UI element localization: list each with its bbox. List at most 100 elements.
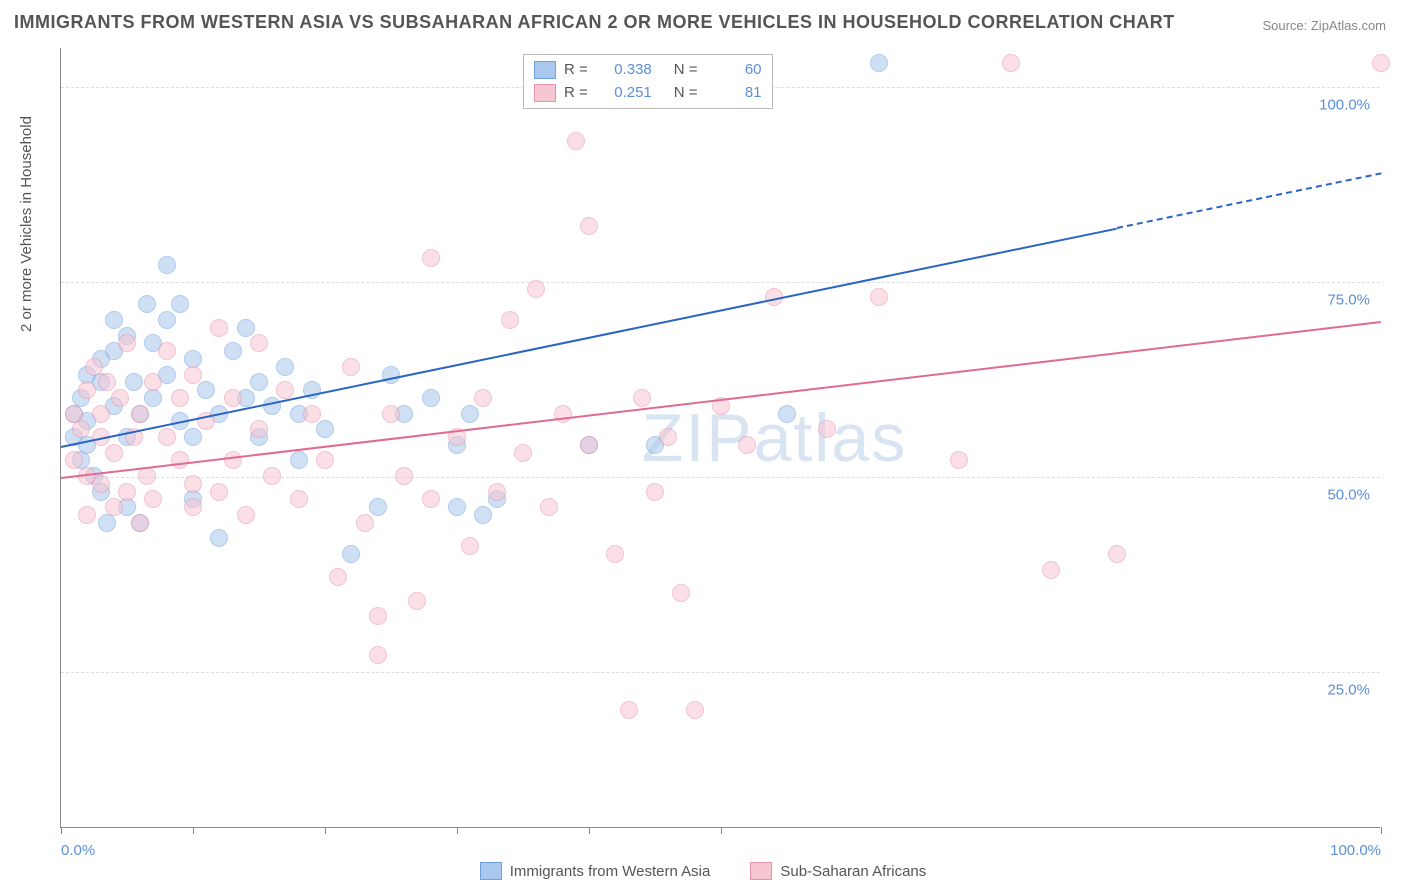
- legend-swatch: [480, 862, 502, 880]
- scatter-point: [870, 288, 888, 306]
- scatter-point: [395, 467, 413, 485]
- scatter-point: [125, 373, 143, 391]
- scatter-point: [250, 373, 268, 391]
- scatter-point: [620, 701, 638, 719]
- scatter-point: [237, 506, 255, 524]
- scatter-point: [65, 451, 83, 469]
- scatter-point: [118, 334, 136, 352]
- scatter-point: [171, 389, 189, 407]
- scatter-point: [316, 451, 334, 469]
- scatter-point: [118, 483, 136, 501]
- y-tick-label: 75.0%: [1327, 292, 1370, 309]
- scatter-point: [422, 490, 440, 508]
- scatter-point: [461, 405, 479, 423]
- source-attribution: Source: ZipAtlas.com: [1262, 18, 1386, 33]
- scatter-point: [197, 381, 215, 399]
- scatter-point: [1108, 545, 1126, 563]
- scatter-point: [111, 389, 129, 407]
- scatter-point: [158, 342, 176, 360]
- scatter-point: [527, 280, 545, 298]
- scatter-point: [105, 444, 123, 462]
- scatter-point: [646, 483, 664, 501]
- x-tick: [457, 827, 458, 834]
- x-tick: [325, 827, 326, 834]
- scatter-point: [461, 537, 479, 555]
- legend-n-value: 81: [706, 82, 762, 105]
- gridline: [61, 477, 1380, 478]
- scatter-point: [92, 475, 110, 493]
- scatter-point: [514, 444, 532, 462]
- scatter-point: [474, 389, 492, 407]
- scatter-point: [580, 436, 598, 454]
- scatter-point: [369, 498, 387, 516]
- scatter-point: [316, 420, 334, 438]
- legend-bottom: Immigrants from Western Asia Sub-Saharan …: [0, 862, 1406, 884]
- legend-n-value: 60: [706, 59, 762, 82]
- scatter-point: [950, 451, 968, 469]
- scatter-point: [488, 483, 506, 501]
- scatter-point: [474, 506, 492, 524]
- scatter-point: [448, 498, 466, 516]
- scatter-point: [276, 358, 294, 376]
- legend-r-label: R =: [564, 59, 588, 82]
- scatter-point: [224, 451, 242, 469]
- legend-r-value: 0.338: [596, 59, 652, 82]
- scatter-point: [329, 568, 347, 586]
- scatter-point: [184, 475, 202, 493]
- scatter-point: [85, 358, 103, 376]
- legend-label: Immigrants from Western Asia: [510, 863, 711, 880]
- scatter-point: [184, 366, 202, 384]
- scatter-point: [501, 311, 519, 329]
- x-tick: [1381, 827, 1382, 834]
- legend-item: Sub-Saharan Africans: [750, 862, 926, 880]
- scatter-point: [210, 529, 228, 547]
- plot-area: 25.0%50.0%75.0%100.0%0.0%100.0%ZIPatlasR…: [60, 48, 1380, 828]
- scatter-point: [276, 381, 294, 399]
- gridline: [61, 282, 1380, 283]
- watermark: ZIPatlas: [642, 399, 907, 477]
- scatter-point: [606, 545, 624, 563]
- y-tick-label: 50.0%: [1327, 487, 1370, 504]
- scatter-point: [633, 389, 651, 407]
- y-tick-label: 25.0%: [1327, 682, 1370, 699]
- x-tick: [589, 827, 590, 834]
- scatter-point: [237, 319, 255, 337]
- scatter-point: [224, 389, 242, 407]
- scatter-point: [158, 428, 176, 446]
- scatter-point: [72, 420, 90, 438]
- scatter-point: [78, 381, 96, 399]
- scatter-point: [131, 405, 149, 423]
- scatter-point: [738, 436, 756, 454]
- scatter-point: [303, 405, 321, 423]
- scatter-point: [224, 342, 242, 360]
- scatter-point: [144, 389, 162, 407]
- scatter-point: [210, 319, 228, 337]
- x-tick-label: 100.0%: [1330, 842, 1381, 859]
- legend-stats: R =0.338N =60R =0.251N =81: [523, 54, 773, 109]
- scatter-point: [356, 514, 374, 532]
- legend-swatch: [750, 862, 772, 880]
- scatter-point: [818, 420, 836, 438]
- scatter-point: [138, 295, 156, 313]
- scatter-point: [171, 451, 189, 469]
- scatter-point: [408, 592, 426, 610]
- scatter-point: [1002, 54, 1020, 72]
- scatter-point: [144, 490, 162, 508]
- legend-swatch: [534, 61, 556, 79]
- scatter-point: [1372, 54, 1390, 72]
- y-tick-label: 100.0%: [1319, 97, 1370, 114]
- scatter-point: [686, 701, 704, 719]
- scatter-point: [290, 490, 308, 508]
- scatter-point: [144, 373, 162, 391]
- scatter-point: [210, 483, 228, 501]
- scatter-point: [580, 217, 598, 235]
- legend-item: Immigrants from Western Asia: [480, 862, 711, 880]
- scatter-point: [567, 132, 585, 150]
- scatter-point: [98, 373, 116, 391]
- legend-r-value: 0.251: [596, 82, 652, 105]
- scatter-point: [92, 405, 110, 423]
- scatter-point: [672, 584, 690, 602]
- x-tick: [61, 827, 62, 834]
- scatter-point: [290, 451, 308, 469]
- scatter-point: [422, 249, 440, 267]
